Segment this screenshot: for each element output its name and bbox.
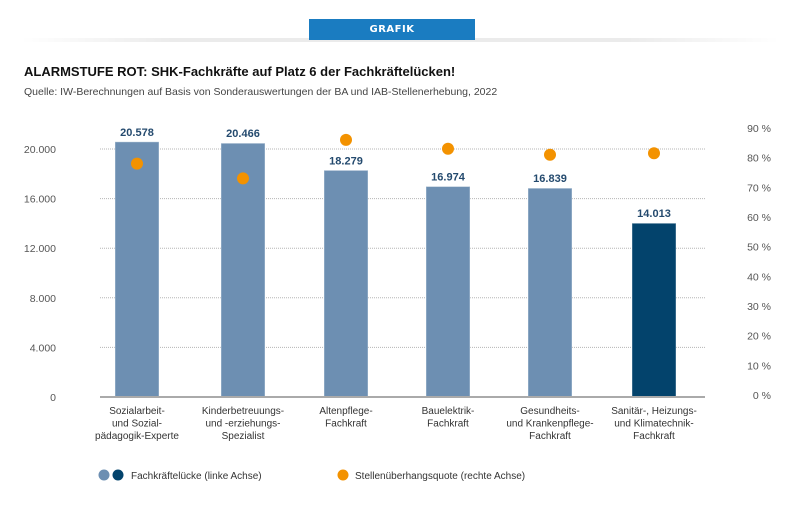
grafik-tab: GRAFIK — [309, 19, 475, 40]
left-tick-label: 4.000 — [30, 342, 56, 354]
category-label: Sanitär-, Heizungs-und Klimatechnik-Fach… — [611, 406, 697, 442]
dot — [442, 142, 454, 155]
category-label-line: Fachkraft — [633, 431, 675, 442]
category-label: Altenpflege- Fachkraft — [319, 406, 372, 430]
category-label: Kinderbetreuungs-und -erziehungs-Spezial… — [202, 406, 284, 442]
legend-label-bars: Fachkräftelücke (linke Achse) — [131, 471, 262, 482]
value-label: 14.013 — [637, 208, 671, 220]
left-tick-label: 0 — [50, 392, 56, 404]
value-label: 18.279 — [329, 155, 363, 167]
dot — [340, 133, 352, 146]
dot — [237, 172, 249, 185]
category-label-line: Kinderbetreuungs- — [202, 406, 284, 417]
bar — [220, 142, 266, 398]
right-tick-label: 70 % — [747, 182, 771, 194]
legend-swatch-bar-default — [98, 469, 110, 481]
chart-title: ALARMSTUFE ROT: SHK-Fachkräfte auf Platz… — [24, 64, 456, 79]
category-label-line: Sozialarbeit- — [109, 406, 165, 417]
dot — [131, 157, 143, 170]
legend: Fachkräftelücke (linke Achse) Stellenüber… — [98, 469, 525, 482]
bars — [114, 141, 677, 398]
value-labels: 20.578 20.466 18.279 16.974 16.839 14.013 — [120, 127, 671, 220]
category-label-line: Fachkraft — [529, 431, 571, 442]
right-tick-label: 90 % — [747, 123, 771, 135]
category-label-line: Gesundheits- — [520, 406, 579, 417]
category-label-line: Fachkraft — [325, 419, 367, 430]
bar — [425, 186, 471, 398]
category-label: Bauelektrik- Fachkraft — [422, 406, 475, 430]
legend-label-dots: Stellenüberhangsquote (rechte Achse) — [355, 471, 525, 482]
legend-swatch-bar-highlight — [112, 469, 124, 481]
right-tick-label: 0 % — [753, 390, 771, 402]
category-label-line: und -erziehungs- — [205, 419, 280, 430]
dot — [544, 148, 556, 161]
category-label: Gesundheits-und Krankenpflege-Fachkraft — [506, 406, 593, 442]
legend-swatch-dots — [337, 469, 349, 481]
right-tick-label: 30 % — [747, 301, 771, 313]
category-label-line: Spezialist — [222, 431, 265, 442]
value-label: 16.839 — [533, 173, 567, 185]
gridlines — [100, 148, 705, 348]
right-tick-label: 60 % — [747, 212, 771, 224]
header-divider — [20, 38, 780, 42]
left-tick-label: 8.000 — [30, 293, 56, 305]
right-tick-label: 10 % — [747, 360, 771, 372]
right-axis: 0 % 10 % 20 % 30 % 40 % 50 % 60 % 70 % 80 % 90 % — [747, 123, 771, 402]
bar — [527, 187, 573, 398]
right-tick-label: 40 % — [747, 271, 771, 283]
dot — [648, 147, 660, 160]
category-label-line: und Klimatechnik- — [614, 419, 693, 430]
category-label-line: und Krankenpflege- — [506, 419, 593, 430]
category-label-line: Sanitär-, Heizungs- — [611, 406, 697, 417]
category-label: Sozialarbeit-und Sozial-pädagogik-Expert… — [95, 406, 179, 442]
dots — [131, 133, 660, 185]
right-tick-label: 20 % — [747, 331, 771, 343]
chart-source: Quelle: IW-Berechnungen auf Basis von So… — [24, 86, 498, 98]
bar — [323, 169, 369, 398]
left-tick-label: 12.000 — [24, 243, 56, 255]
value-label: 20.578 — [120, 127, 154, 139]
value-label: 16.974 — [431, 172, 466, 184]
category-label-line: Bauelektrik- — [422, 406, 475, 417]
category-label-line: Altenpflege- — [319, 406, 372, 417]
category-labels: Sozialarbeit-und Sozial-pädagogik-Expert… — [95, 406, 697, 442]
bar — [114, 141, 160, 398]
left-tick-label: 16.000 — [24, 194, 56, 206]
category-label-line: und Sozial- — [112, 419, 162, 430]
left-axis: 0 4.000 8.000 12.000 16.000 20.000 — [24, 144, 56, 404]
category-label-line: pädagogik-Experte — [95, 431, 179, 442]
right-tick-label: 80 % — [747, 153, 771, 165]
category-label-line: Fachkraft — [427, 419, 469, 430]
bar — [631, 222, 677, 398]
right-tick-label: 50 % — [747, 242, 771, 254]
value-label: 20.466 — [226, 128, 260, 140]
left-tick-label: 20.000 — [24, 144, 56, 156]
